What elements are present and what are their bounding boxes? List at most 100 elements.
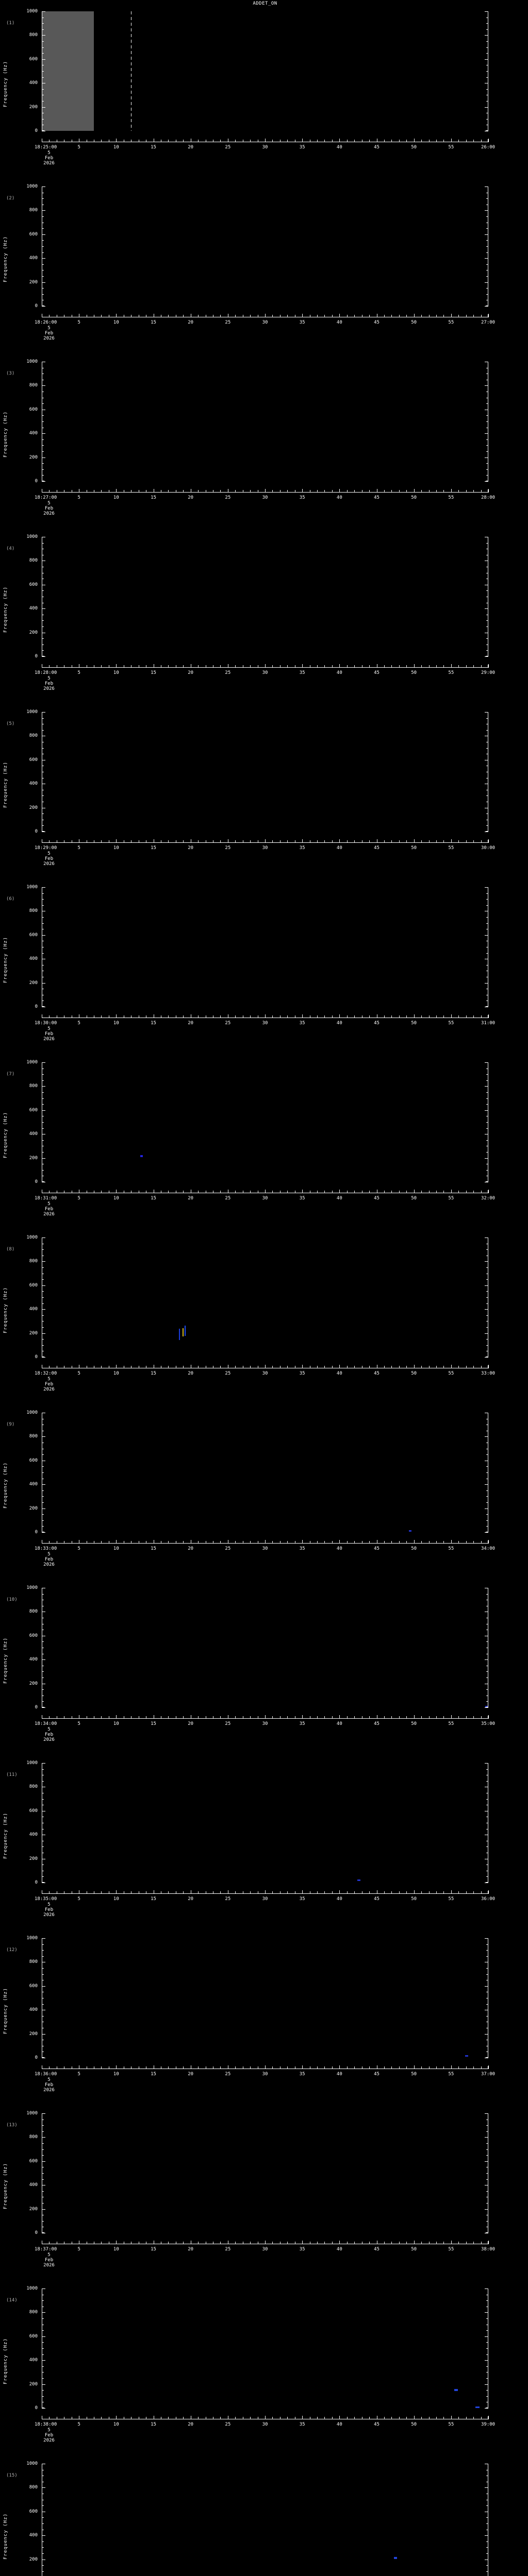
x-tick-minor <box>168 2242 169 2244</box>
y-tick-minor-right <box>486 41 488 42</box>
y-tick-major <box>42 1086 45 1087</box>
x-tick-minor <box>354 1541 355 1544</box>
y-tick-major-right <box>485 1062 488 1063</box>
x-tick-minor <box>183 490 184 493</box>
date-stack: 5 Feb 2026 <box>43 1026 55 1042</box>
x-tick-minor <box>346 840 348 843</box>
spectrogram-panel: (8) Frequency (Hz) 0 200 400 600 800 1000 18:32:… <box>0 1226 528 1401</box>
x-tick-minor <box>272 1191 273 1193</box>
y-tick-minor-right <box>486 1799 488 1800</box>
y-tick-minor <box>42 1520 44 1521</box>
y-tick-label: 0 <box>35 128 38 133</box>
x-tick-minor <box>384 840 385 843</box>
x-tick-label: 5 <box>77 1196 80 1201</box>
y-tick-minor-right <box>486 1140 488 1141</box>
detection-mark <box>408 1530 411 1532</box>
x-tick-minor <box>436 1191 437 1193</box>
y-tick-minor-right <box>486 1291 488 1292</box>
y-tick-minor-right <box>486 1128 488 1129</box>
y-tick-label: 1000 <box>26 1235 38 1240</box>
y-tick-minor <box>42 1781 44 1782</box>
y-tick-minor <box>42 2390 44 2391</box>
panel-number: (12) <box>6 1947 18 1953</box>
y-tick-minor <box>42 71 44 72</box>
x-tick-minor <box>235 490 236 493</box>
x-tick-minor <box>346 2417 348 2419</box>
x-tick-major <box>451 2416 452 2419</box>
x-tick-minor <box>49 840 50 843</box>
x-tick-major <box>339 1014 340 1018</box>
x-tick-label: 15 <box>151 1896 156 1902</box>
x-tick-minor <box>220 1891 221 1894</box>
x-tick-label: 40 <box>336 1196 342 1201</box>
y-tick-minor <box>42 1490 44 1491</box>
x-tick-minor <box>421 1541 422 1544</box>
x-tick-minor <box>466 490 467 493</box>
x-tick-label: 50 <box>411 495 417 500</box>
x-tick-minor <box>421 1891 422 1894</box>
y-tick-label: 0 <box>35 654 38 659</box>
x-tick-label: 55 <box>448 1021 454 1026</box>
x-tick-minor <box>272 2066 273 2069</box>
x-tick-major <box>451 2065 452 2069</box>
y-tick-major <box>42 11 45 12</box>
x-tick-minor <box>369 1716 370 1719</box>
y-tick-minor-right <box>486 825 488 826</box>
x-tick-minor <box>384 1191 385 1193</box>
x-tick-minor <box>183 315 184 317</box>
x-tick-minor <box>235 140 236 142</box>
x-tick-minor <box>406 840 407 843</box>
plot-frame <box>42 2464 488 2576</box>
x-tick-minor <box>481 2417 482 2419</box>
date-line: 5 <box>47 501 51 506</box>
x-tick-label: 35 <box>299 2247 305 2252</box>
x-tick-label: 35 <box>299 2072 305 2077</box>
x-tick-major <box>116 2416 117 2419</box>
date-line: 5 <box>47 1727 51 1732</box>
x-tick-major <box>265 1890 266 1894</box>
x-tick-minor <box>317 1541 318 1544</box>
x-tick-major <box>339 489 340 493</box>
y-tick-major <box>42 107 45 108</box>
y-tick-label: 800 <box>29 1784 38 1790</box>
x-tick-label: 20 <box>188 1371 194 1376</box>
detection-mark <box>475 2406 480 2408</box>
y-tick-minor-right <box>486 2004 488 2005</box>
y-tick-minor <box>42 2523 44 2524</box>
y-tick-label: 800 <box>29 1259 38 1264</box>
date-line: 2026 <box>43 2263 55 2268</box>
x-tick-label: 25 <box>225 1896 231 1902</box>
x-tick-label: 5 <box>77 495 80 500</box>
x-tick-minor <box>428 665 430 668</box>
x-tick-label: 55 <box>448 2072 454 2077</box>
y-tick-major <box>42 2535 45 2536</box>
panel-number: (5) <box>6 721 15 726</box>
x-tick-major <box>488 1014 489 1018</box>
x-tick-label: 20 <box>188 1021 194 1026</box>
y-tick-label: 0 <box>35 1880 38 1885</box>
x-tick-major <box>116 1190 117 1193</box>
panel-number: (11) <box>6 1772 18 1777</box>
y-tick-label: 1000 <box>26 709 38 715</box>
detection-mark <box>454 2389 458 2392</box>
x-tick-major <box>451 1365 452 1368</box>
x-tick-major <box>451 1190 452 1193</box>
x-tick-minor <box>466 665 467 668</box>
x-tick-minor <box>391 2417 392 2419</box>
x-tick-major <box>488 2065 489 2069</box>
y-tick-major <box>42 1110 45 1111</box>
x-tick-label: 25 <box>225 670 231 675</box>
x-tick-major <box>451 1540 452 1544</box>
y-tick-minor <box>42 53 44 54</box>
x-tick-major <box>414 1190 415 1193</box>
x-tick-minor <box>436 1891 437 1894</box>
x-tick-minor <box>369 315 370 317</box>
y-axis-title: Frequency (Hz) <box>3 60 8 107</box>
y-tick-label: 400 <box>29 781 38 787</box>
x-tick-minor <box>354 1716 355 1719</box>
x-tick-minor <box>332 1015 333 1018</box>
time-axis-end-label: 26:00 <box>481 145 496 150</box>
y-tick-minor-right <box>486 1502 488 1503</box>
y-tick-minor-right <box>486 2565 488 2566</box>
y-tick-minor-right <box>486 1074 488 1075</box>
